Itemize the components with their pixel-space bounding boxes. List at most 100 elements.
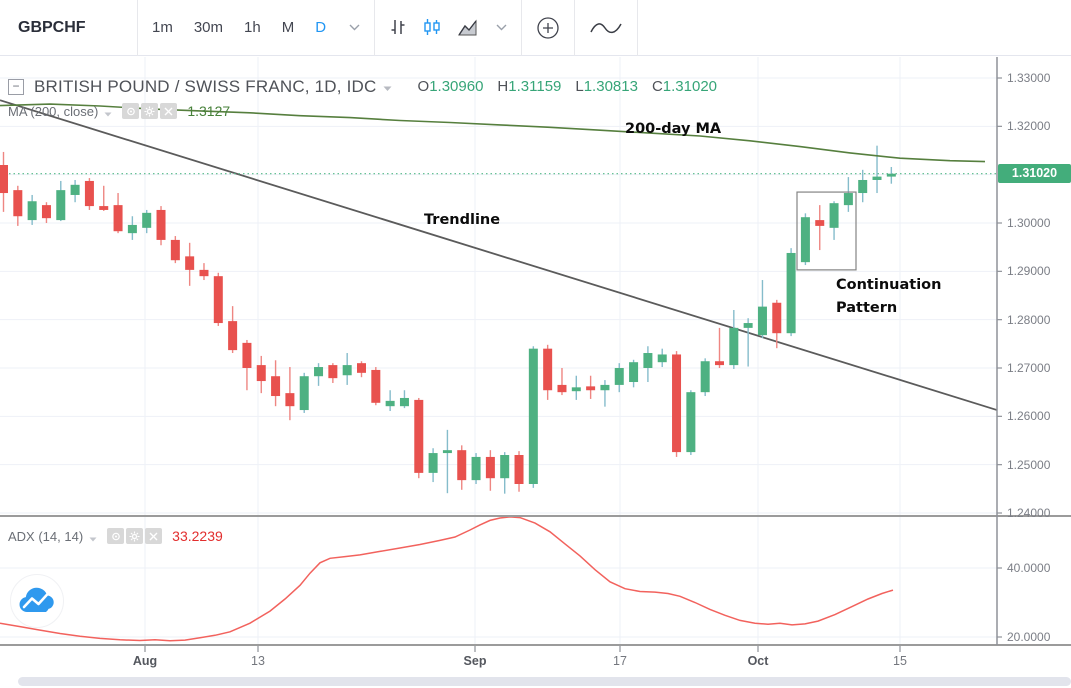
chevron-down-icon[interactable]	[349, 24, 360, 31]
candle-body	[399, 397, 409, 407]
timeframe-button-30m[interactable]: 30m	[193, 19, 224, 36]
candle-body	[228, 321, 238, 351]
timeframe-button-1h[interactable]: 1h	[244, 19, 261, 36]
candle-body	[457, 450, 467, 481]
close-label: C	[651, 78, 663, 95]
candle-body	[686, 392, 696, 453]
candle-body	[371, 369, 381, 403]
high-label: H	[497, 78, 509, 95]
hide-eye-icon[interactable]	[107, 528, 125, 544]
candle-body	[600, 384, 610, 391]
low-value: 1.30813	[583, 78, 638, 95]
timeframe-button-1m[interactable]: 1m	[152, 19, 173, 36]
candle-body	[142, 212, 152, 228]
price-axis-label: 1.27000	[1007, 361, 1051, 375]
chart-type-group	[375, 0, 521, 55]
indicators-icon[interactable]	[589, 20, 623, 36]
indicators-group	[575, 0, 637, 55]
candle-body	[700, 361, 710, 393]
toolbar-separator	[374, 0, 376, 56]
close-icon[interactable]	[160, 103, 178, 119]
settings-gear-icon[interactable]	[126, 528, 144, 544]
timeframe-button-D[interactable]: D	[315, 19, 327, 36]
candle-body	[672, 354, 682, 453]
chevron-down-icon[interactable]	[89, 530, 97, 545]
toolbar-separator	[574, 0, 576, 56]
candle-body	[500, 455, 510, 479]
chevron-down-icon[interactable]	[104, 105, 112, 120]
candle-body	[586, 386, 596, 391]
candle-body	[127, 224, 137, 234]
candle-body	[643, 353, 653, 368]
price-axis-label: 1.28000	[1007, 312, 1051, 327]
area-chart-icon[interactable]	[458, 19, 478, 37]
chevron-down-icon[interactable]	[383, 79, 392, 97]
price-axis-label: 1.33000	[1007, 71, 1051, 85]
candle-body	[800, 217, 810, 263]
candle-body	[84, 180, 94, 207]
horizontal-scrollbar[interactable]	[18, 677, 1071, 686]
bars-icon[interactable]	[389, 18, 407, 37]
candle-body	[41, 205, 51, 219]
toolbar-separator	[637, 0, 639, 56]
collapse-pane-icon[interactable]: −	[8, 78, 24, 95]
adx-indicator-label[interactable]: ADX (14, 14)	[8, 528, 84, 544]
candle-body	[213, 276, 223, 324]
candle-body	[357, 363, 366, 373]
candle-body	[99, 206, 109, 210]
candle-body	[314, 367, 324, 377]
top-toolbar: GBPCHF 1m 30m 1h M D	[0, 0, 1071, 56]
open-label: O	[417, 78, 430, 95]
price-axis-label: 1.24000	[1007, 506, 1051, 520]
candle-body	[199, 269, 209, 277]
compare-plus-icon[interactable]	[536, 16, 560, 40]
last-price-badge: 1.31020	[998, 164, 1071, 183]
candle-body	[113, 205, 123, 232]
ma-indicator-buttons	[122, 103, 178, 119]
settings-gear-icon[interactable]	[141, 103, 159, 119]
candle-body	[715, 361, 724, 366]
candle-body	[829, 203, 839, 228]
candles-icon[interactable]	[423, 18, 442, 38]
candle-body	[543, 348, 553, 391]
candle-body	[56, 190, 66, 221]
continuation-pattern-box	[796, 191, 857, 271]
timeframe-group: 1m 30m 1h M D	[138, 0, 374, 55]
toolbar-separator	[137, 0, 138, 56]
candle-body	[729, 327, 739, 366]
annotation-200-day-ma: 200-day MA	[625, 121, 722, 137]
adx-line	[0, 516, 894, 642]
candle-body	[13, 190, 23, 217]
price-axis-label: 1.32000	[1007, 119, 1051, 134]
annotation-trendline: Trendline	[424, 212, 501, 228]
candle-body	[414, 399, 424, 473]
close-value: 1.31020	[662, 78, 718, 95]
chart-title[interactable]: BRITISH POUND / SWISS FRANC, 1D, IDC	[34, 76, 377, 96]
candle-body	[428, 453, 438, 473]
hide-eye-icon[interactable]	[122, 103, 140, 119]
timeframe-button-M[interactable]: M	[281, 19, 295, 36]
ma-indicator-label[interactable]: MA (200, close)	[8, 103, 99, 119]
symbol-name[interactable]: GBPCHF	[18, 18, 86, 36]
candlestick-series	[0, 145, 896, 494]
annotation-continuation: Continuation	[836, 277, 942, 293]
adx-indicator-row: ADX (14, 14) 33.2239	[8, 527, 223, 545]
candle-body	[557, 384, 567, 393]
ma-indicator-value: 1.3127	[187, 103, 231, 119]
adx-indicator-buttons	[107, 528, 163, 544]
time-axis-label-Sep: Sep	[463, 654, 487, 668]
chevron-down-icon[interactable]	[496, 24, 507, 31]
close-icon[interactable]	[145, 528, 163, 544]
time-axis-label-17: 17	[613, 654, 627, 668]
time-axis-label-Oct: Oct	[747, 654, 769, 668]
time-axis-label-13: 13	[251, 654, 265, 668]
price-axis-label: 1.29000	[1007, 264, 1051, 279]
candle-body	[743, 323, 753, 328]
annotation-pattern: Pattern	[836, 300, 898, 316]
candle-body	[156, 209, 166, 240]
candle-body	[485, 456, 495, 479]
candle-body	[629, 362, 639, 383]
tradingview-logo[interactable]	[10, 574, 64, 628]
candle-body	[471, 456, 481, 481]
candle-body	[299, 376, 309, 411]
